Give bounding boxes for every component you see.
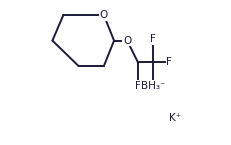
Text: F: F [150, 34, 156, 44]
Text: F: F [166, 57, 172, 67]
Text: O: O [100, 10, 108, 20]
Text: K⁺: K⁺ [169, 113, 181, 123]
Text: F: F [135, 81, 141, 90]
Text: BH₃⁻: BH₃⁻ [141, 81, 165, 90]
Text: O: O [123, 36, 131, 46]
